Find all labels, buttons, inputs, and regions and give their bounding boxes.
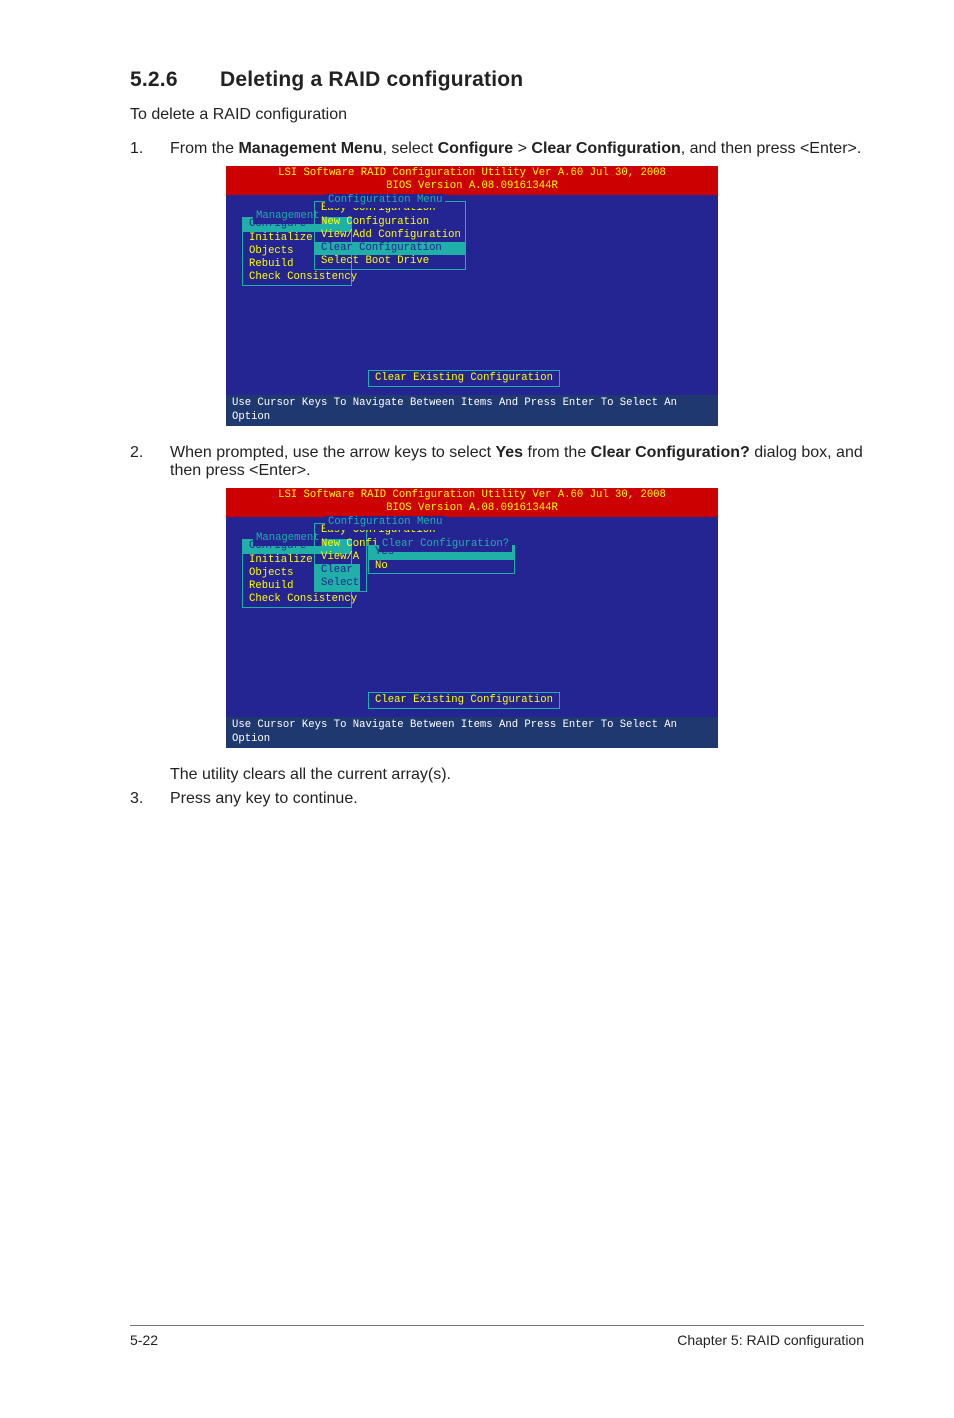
bios2-status: Clear Existing Configuration: [368, 692, 560, 709]
bios2-mgmt-check: Check Consistency: [243, 593, 351, 606]
bios-screenshot-1: LSI Software RAID Configuration Utility …: [226, 166, 718, 426]
bios2-management-label: Management: [253, 532, 323, 545]
page: 5.2.6Deleting a RAID configuration To de…: [0, 0, 954, 1418]
chapter-label: Chapter 5: RAID configuration: [677, 1332, 864, 1348]
bios2-header: LSI Software RAID Configuration Utility …: [226, 488, 718, 517]
step-2: 2. When prompted, use the arrow keys to …: [130, 444, 864, 784]
bios2-cfg-select: Select: [315, 577, 360, 590]
steps-list: 1. From the Management Menu, select Conf…: [130, 140, 864, 808]
bios2-cfg-clear: Clear: [315, 564, 360, 577]
bios2-config-label: Configuration Menu: [325, 516, 445, 529]
bios1-body: Management Configure Initialize Objects …: [226, 195, 718, 395]
bios2-header-line2: BIOS Version A.08.09161344R: [230, 502, 714, 515]
step-3: 3. Press any key to continue.: [130, 790, 864, 808]
page-number: 5-22: [130, 1332, 158, 1348]
step-1: 1. From the Management Menu, select Conf…: [130, 140, 864, 426]
bios2-config-panel: Configuration Menu Easy Configuration Ne…: [314, 523, 367, 591]
section-title-text: Deleting a RAID configuration: [220, 68, 523, 91]
intro-text: To delete a RAID configuration: [130, 106, 864, 124]
bios2-cc-no: No: [369, 560, 514, 573]
bios1-footer: Use Cursor Keys To Navigate Between Item…: [226, 395, 718, 425]
step-2-text: When prompted, use the arrow keys to sel…: [170, 444, 863, 479]
bios2-body: Management Configure Initialize Objects …: [226, 517, 718, 717]
bios2-header-line1: LSI Software RAID Configuration Utility …: [230, 489, 714, 502]
page-footer: 5-22 Chapter 5: RAID configuration: [130, 1325, 864, 1348]
bios-screenshot-2: LSI Software RAID Configuration Utility …: [226, 488, 718, 748]
bios2-cfg-new: New Configuration: [315, 538, 360, 551]
bios2-clearconfig-panel: Clear Configuration? Yes No: [368, 545, 515, 573]
step-1-number: 1.: [130, 140, 143, 158]
bios2-footer: Use Cursor Keys To Navigate Between Item…: [226, 717, 718, 747]
bios1-cfg-view: View/Add Configuration: [315, 229, 465, 242]
section-heading: 5.2.6Deleting a RAID configuration: [130, 68, 864, 92]
bios1-mgmt-check: Check Consistency: [243, 271, 351, 284]
bios1-header-line2: BIOS Version A.08.09161344R: [230, 180, 714, 193]
bios1-config-panel: Configuration Menu Easy Configuration Ne…: [314, 201, 466, 269]
section-number: 5.2.6: [130, 68, 220, 92]
bios1-header: LSI Software RAID Configuration Utility …: [226, 166, 718, 195]
bios1-config-label: Configuration Menu: [325, 194, 445, 207]
bios1-cfg-clear: Clear Configuration: [315, 242, 465, 255]
bios1-management-label: Management: [253, 210, 323, 223]
bios2-clearconfig-label: Clear Configuration?: [379, 538, 512, 551]
step-1-text: From the Management Menu, select Configu…: [170, 140, 861, 157]
bios2-cfg-view: View/A: [315, 551, 360, 564]
step-2-result: The utility clears all the current array…: [170, 766, 864, 784]
step-3-number: 3.: [130, 790, 143, 808]
step-2-number: 2.: [130, 444, 143, 462]
bios1-status: Clear Existing Configuration: [368, 370, 560, 387]
bios1-cfg-select: Select Boot Drive: [315, 255, 465, 268]
bios1-cfg-new: New Configuration: [315, 216, 465, 229]
step-3-text: Press any key to continue.: [170, 790, 358, 807]
bios1-header-line1: LSI Software RAID Configuration Utility …: [230, 167, 714, 180]
